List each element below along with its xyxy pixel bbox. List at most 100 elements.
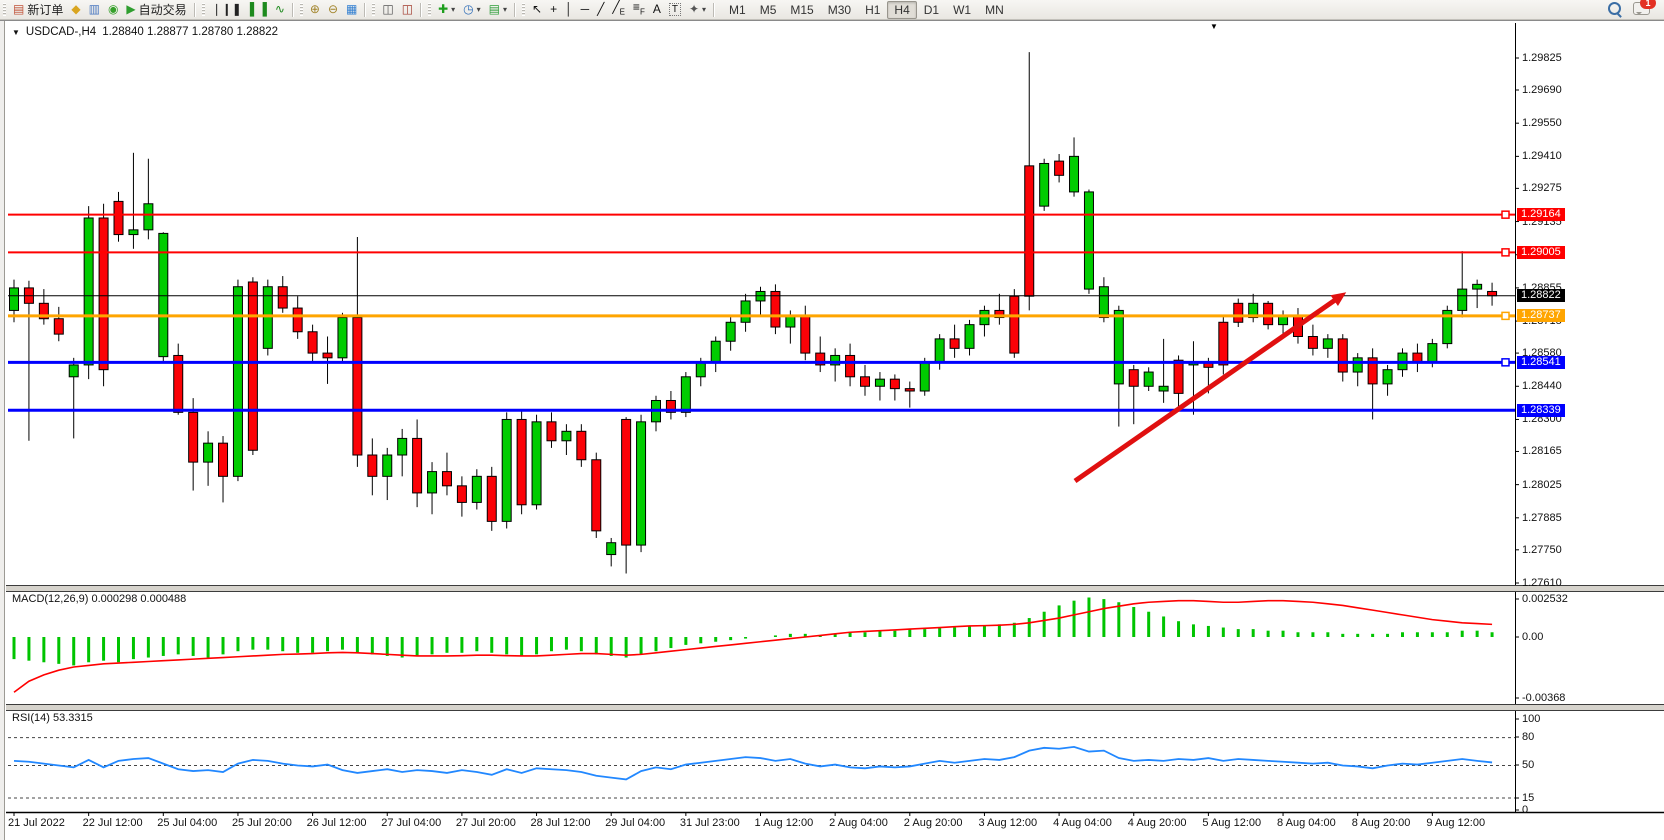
candle	[486, 475, 497, 522]
chevron-down-icon: ▾	[503, 5, 508, 14]
candle	[1173, 359, 1184, 394]
timeframe-h1[interactable]: H1	[865, 2, 881, 17]
chart-title-row: ▼ USDCAD-,H4 1.28840 1.28877 1.28780 1.2…	[12, 26, 278, 38]
cursor-button[interactable]: ↖	[528, 0, 546, 19]
timeframe-m15[interactable]: M15	[790, 2, 814, 17]
main-toolbar: ▤ 新订单 ◆ ▥ ◉ ▶ 自动交易 ❘❙❚ ▌▐ ∿ ⊕ ⊖ ▦ ◫ ◫ ✚ ▾ ◷ ▾ ▤ ▾ ↖ + │ ─ ╱ ╱E ≡F A T…	[0, 0, 1664, 20]
bar-chart-icon: ❘❙❚	[211, 2, 242, 16]
arrange-charts-button[interactable]: ◫	[378, 0, 397, 19]
add-indicator-button[interactable]: ✚ ▾	[434, 0, 459, 19]
cascade-charts-button[interactable]: ◫	[398, 0, 417, 19]
gold-icon: ◆	[71, 2, 81, 16]
text-label-button[interactable]: T	[665, 0, 685, 19]
zoom-out-button[interactable]: ⊖	[324, 0, 342, 19]
candle	[83, 217, 94, 366]
autotrade-play-icon: ▶	[126, 2, 136, 16]
new-order-button[interactable]: ▤ 新订单	[9, 0, 67, 19]
candle	[203, 442, 214, 463]
price-level-badge[interactable]: 1.28737	[1517, 309, 1565, 323]
symbol-dropdown-icon[interactable]: ▼	[12, 27, 20, 37]
panel-splitter-macd[interactable]	[6, 585, 1664, 592]
trendline-button[interactable]: ╱	[593, 0, 608, 19]
crosshair-button[interactable]: +	[546, 0, 561, 19]
candle	[441, 471, 452, 487]
candle	[1113, 309, 1124, 385]
price-level-badge[interactable]: 1.28339	[1517, 403, 1565, 417]
zoom-in-icon: ⊕	[309, 2, 320, 16]
tile-windows-icon: ▦	[346, 2, 358, 16]
gold-button[interactable]: ◆	[67, 0, 84, 19]
candle	[262, 286, 273, 349]
candles-layer	[9, 52, 1498, 574]
arrows-button[interactable]: ✦ ▾	[685, 0, 710, 19]
candle	[1009, 295, 1020, 354]
timeframe-w1[interactable]: W1	[953, 2, 972, 17]
candle	[1442, 309, 1453, 345]
chart-window[interactable]: ▼ USDCAD-,H4 1.28840 1.28877 1.28780 1.2…	[0, 20, 1664, 840]
toolbar-grip	[2, 3, 7, 16]
candle	[830, 354, 841, 366]
candle	[964, 324, 975, 349]
line-handle	[1501, 248, 1510, 257]
chat-icon[interactable]: 1	[1633, 0, 1656, 15]
timeframe-m30[interactable]: M30	[827, 2, 852, 17]
signals-button[interactable]: ◉	[104, 0, 122, 19]
candle	[1098, 286, 1109, 319]
toolbar-grip	[200, 3, 206, 16]
horizontal-line-button[interactable]: ─	[577, 0, 594, 19]
price-level-badge[interactable]: 1.29164	[1517, 208, 1565, 222]
timeframe-m1[interactable]: M1	[729, 2, 746, 17]
chart-shift-marker-icon[interactable]: ▼	[1210, 22, 1218, 31]
candle	[1457, 288, 1468, 311]
candle	[68, 364, 79, 378]
period-button[interactable]: ◷ ▾	[459, 0, 485, 19]
timeframe-mn[interactable]: MN	[985, 2, 1004, 17]
timeframe-m5[interactable]: M5	[759, 2, 777, 17]
candle	[1337, 338, 1348, 373]
fibonacci-icon: ≡F	[632, 0, 645, 17]
chart-canvas[interactable]	[0, 21, 1664, 840]
market-button[interactable]: ▥	[85, 0, 104, 19]
candle	[845, 354, 856, 378]
candle	[994, 309, 1005, 319]
candle	[889, 378, 900, 390]
template-icon: ▤	[488, 2, 500, 16]
candlestick-chart-button[interactable]: ▌▐	[246, 0, 271, 19]
candle	[501, 418, 512, 522]
candle	[636, 421, 647, 546]
channel-icon: ╱E	[612, 0, 625, 17]
indicator-plus-icon: ✚	[438, 2, 449, 16]
zoom-in-button[interactable]: ⊕	[306, 0, 324, 19]
channel-button[interactable]: ╱E	[608, 0, 629, 19]
template-button[interactable]: ▤ ▾	[485, 0, 511, 19]
price-level-badge[interactable]: 1.28541	[1517, 355, 1565, 369]
candle	[860, 376, 871, 387]
bar-chart-button[interactable]: ❘❙❚	[208, 0, 246, 19]
candle	[143, 203, 154, 231]
timeframe-d1[interactable]: D1	[923, 2, 940, 17]
candle	[1472, 283, 1483, 290]
signal-icon: ◉	[107, 2, 119, 16]
candle	[770, 290, 781, 328]
candle	[934, 338, 945, 364]
cursor-icon: ↖	[532, 2, 543, 16]
search-icon[interactable]	[1608, 2, 1621, 15]
fibonacci-button[interactable]: ≡F	[629, 0, 649, 19]
text-label-icon: T	[668, 3, 681, 16]
candle	[576, 430, 587, 461]
panel-splitter-rsi[interactable]	[6, 704, 1664, 711]
auto-trading-button[interactable]: ▶ 自动交易	[122, 0, 190, 19]
timeframe-h4[interactable]: H4	[887, 0, 917, 19]
toolbar-separator	[514, 2, 517, 17]
price-level-badge[interactable]: 1.29005	[1517, 245, 1565, 259]
candle	[412, 437, 423, 494]
text-button[interactable]: A	[649, 0, 665, 19]
current-price-badge[interactable]: 1.28822	[1517, 289, 1565, 303]
tile-windows-button[interactable]: ▦	[342, 0, 361, 19]
candle	[53, 318, 64, 335]
candle	[322, 352, 333, 359]
vertical-line-button[interactable]: │	[561, 0, 577, 19]
candle	[38, 302, 49, 320]
auto-trading-button-label: 自动交易	[138, 3, 187, 17]
line-chart-button[interactable]: ∿	[271, 0, 289, 19]
